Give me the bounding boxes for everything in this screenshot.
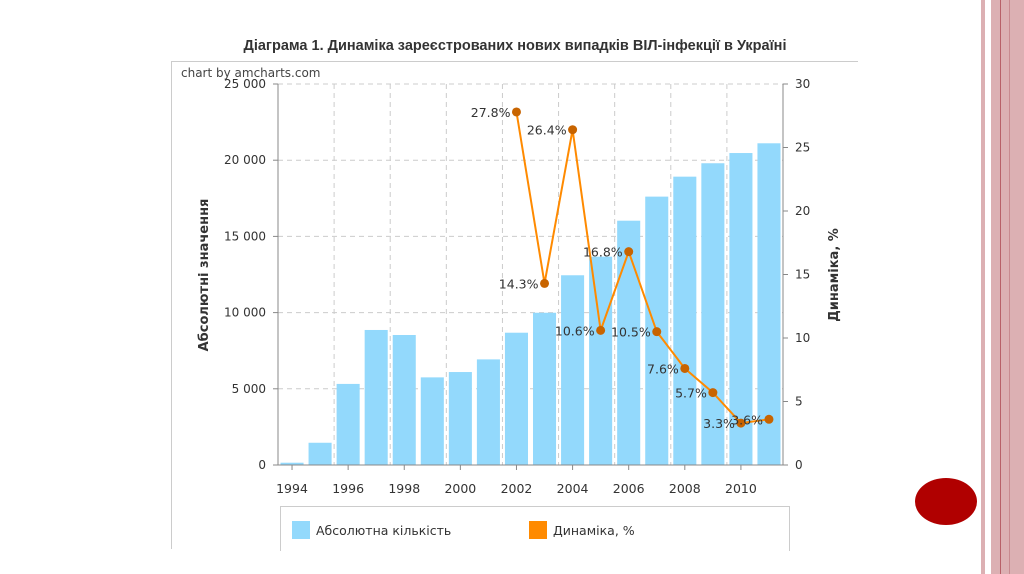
data-label: 26.4% (527, 123, 567, 138)
amcharts-credit-link[interactable]: chart by amcharts.com (181, 66, 321, 80)
legend-item-bars[interactable]: Абсолютна кількість (292, 521, 451, 539)
y2-tick-label: 20 (795, 204, 810, 218)
line-point-2011 (764, 414, 774, 424)
y-tick-label: 5 000 (232, 382, 266, 396)
bar-2004 (561, 275, 585, 465)
bar-1994 (280, 462, 304, 465)
x-tick-label: 2006 (613, 481, 645, 496)
data-label: 5.7% (675, 386, 707, 401)
chart-title: Діаграма 1. Динаміка зареєстрованих нови… (243, 38, 787, 54)
legend-swatch-line (529, 521, 547, 539)
line-point-2003 (540, 278, 550, 288)
y-tick-label: 15 000 (224, 229, 266, 243)
y2-tick-label: 0 (795, 458, 803, 472)
y-tick-label: 25 000 (224, 77, 266, 91)
bar-1995 (308, 442, 332, 465)
data-label: 27.8% (471, 105, 511, 120)
slide-stripe (981, 0, 985, 574)
y2-tick-label: 5 (795, 395, 803, 409)
bar-2008 (673, 176, 697, 466)
chart-frame (171, 61, 858, 62)
red-circle-decoration (915, 478, 977, 525)
data-label: 10.5% (611, 325, 651, 340)
slide-stripe (991, 0, 1024, 574)
line-point-2006 (624, 247, 634, 257)
data-label: 16.8% (583, 245, 623, 260)
line-point-2002 (511, 107, 521, 117)
y2-axis-title: Динаміка, % (827, 228, 842, 322)
y2-tick-label: 15 (795, 268, 810, 282)
bar-2005 (589, 256, 613, 465)
x-tick-label: 1994 (276, 481, 308, 496)
y-tick-label: 20 000 (224, 153, 266, 167)
bar-1999 (420, 377, 444, 465)
y2-tick-label: 25 (795, 141, 810, 155)
line-point-2004 (568, 125, 578, 135)
y-tick-label: 0 (258, 458, 266, 472)
legend-label: Динаміка, % (553, 522, 635, 538)
bar-2000 (448, 372, 472, 465)
data-label: 7.6% (647, 361, 679, 376)
bar-2001 (476, 359, 500, 465)
x-tick-label: 2004 (557, 481, 589, 496)
line-point-2009 (708, 388, 718, 398)
data-label: 14.3% (499, 276, 539, 291)
line-point-2005 (596, 325, 606, 335)
bar-1998 (392, 335, 416, 465)
data-label: 10.6% (555, 323, 595, 338)
bar-1996 (336, 383, 360, 465)
x-tick-label: 2002 (501, 481, 533, 496)
line-point-2008 (680, 363, 690, 373)
slide-stripe (1000, 0, 1001, 574)
y-axis-title: Абсолютні значення (197, 199, 212, 352)
data-label: 3.3% (703, 416, 735, 431)
legend-swatch-bars (292, 521, 310, 539)
x-tick-label: 2010 (725, 481, 757, 496)
bar-2002 (504, 332, 528, 465)
bar-2009 (701, 163, 725, 466)
y-tick-label: 10 000 (224, 306, 266, 320)
legend-item-line[interactable]: Динаміка, % (529, 521, 635, 539)
y2-tick-label: 10 (795, 331, 810, 345)
slide-stripe (1009, 0, 1010, 574)
line-series (515, 111, 770, 425)
x-tick-label: 1996 (332, 481, 364, 496)
line-point-2007 (652, 327, 662, 337)
data-label: 3.6% (731, 412, 763, 427)
legend: Абсолютна кількість Динаміка, % (280, 506, 790, 551)
x-tick-label: 2000 (444, 481, 476, 496)
y2-tick-label: 30 (795, 77, 810, 91)
line-point-2010 (736, 418, 746, 428)
x-tick-label: 1998 (388, 481, 420, 496)
chart-frame (171, 61, 172, 549)
legend-label: Абсолютна кількість (316, 522, 452, 538)
bar-2006 (617, 220, 641, 465)
bar-1997 (364, 329, 388, 465)
bar-2003 (533, 312, 557, 465)
bar-2011 (757, 143, 781, 465)
x-tick-label: 2008 (669, 481, 701, 496)
bar-2010 (729, 153, 753, 465)
